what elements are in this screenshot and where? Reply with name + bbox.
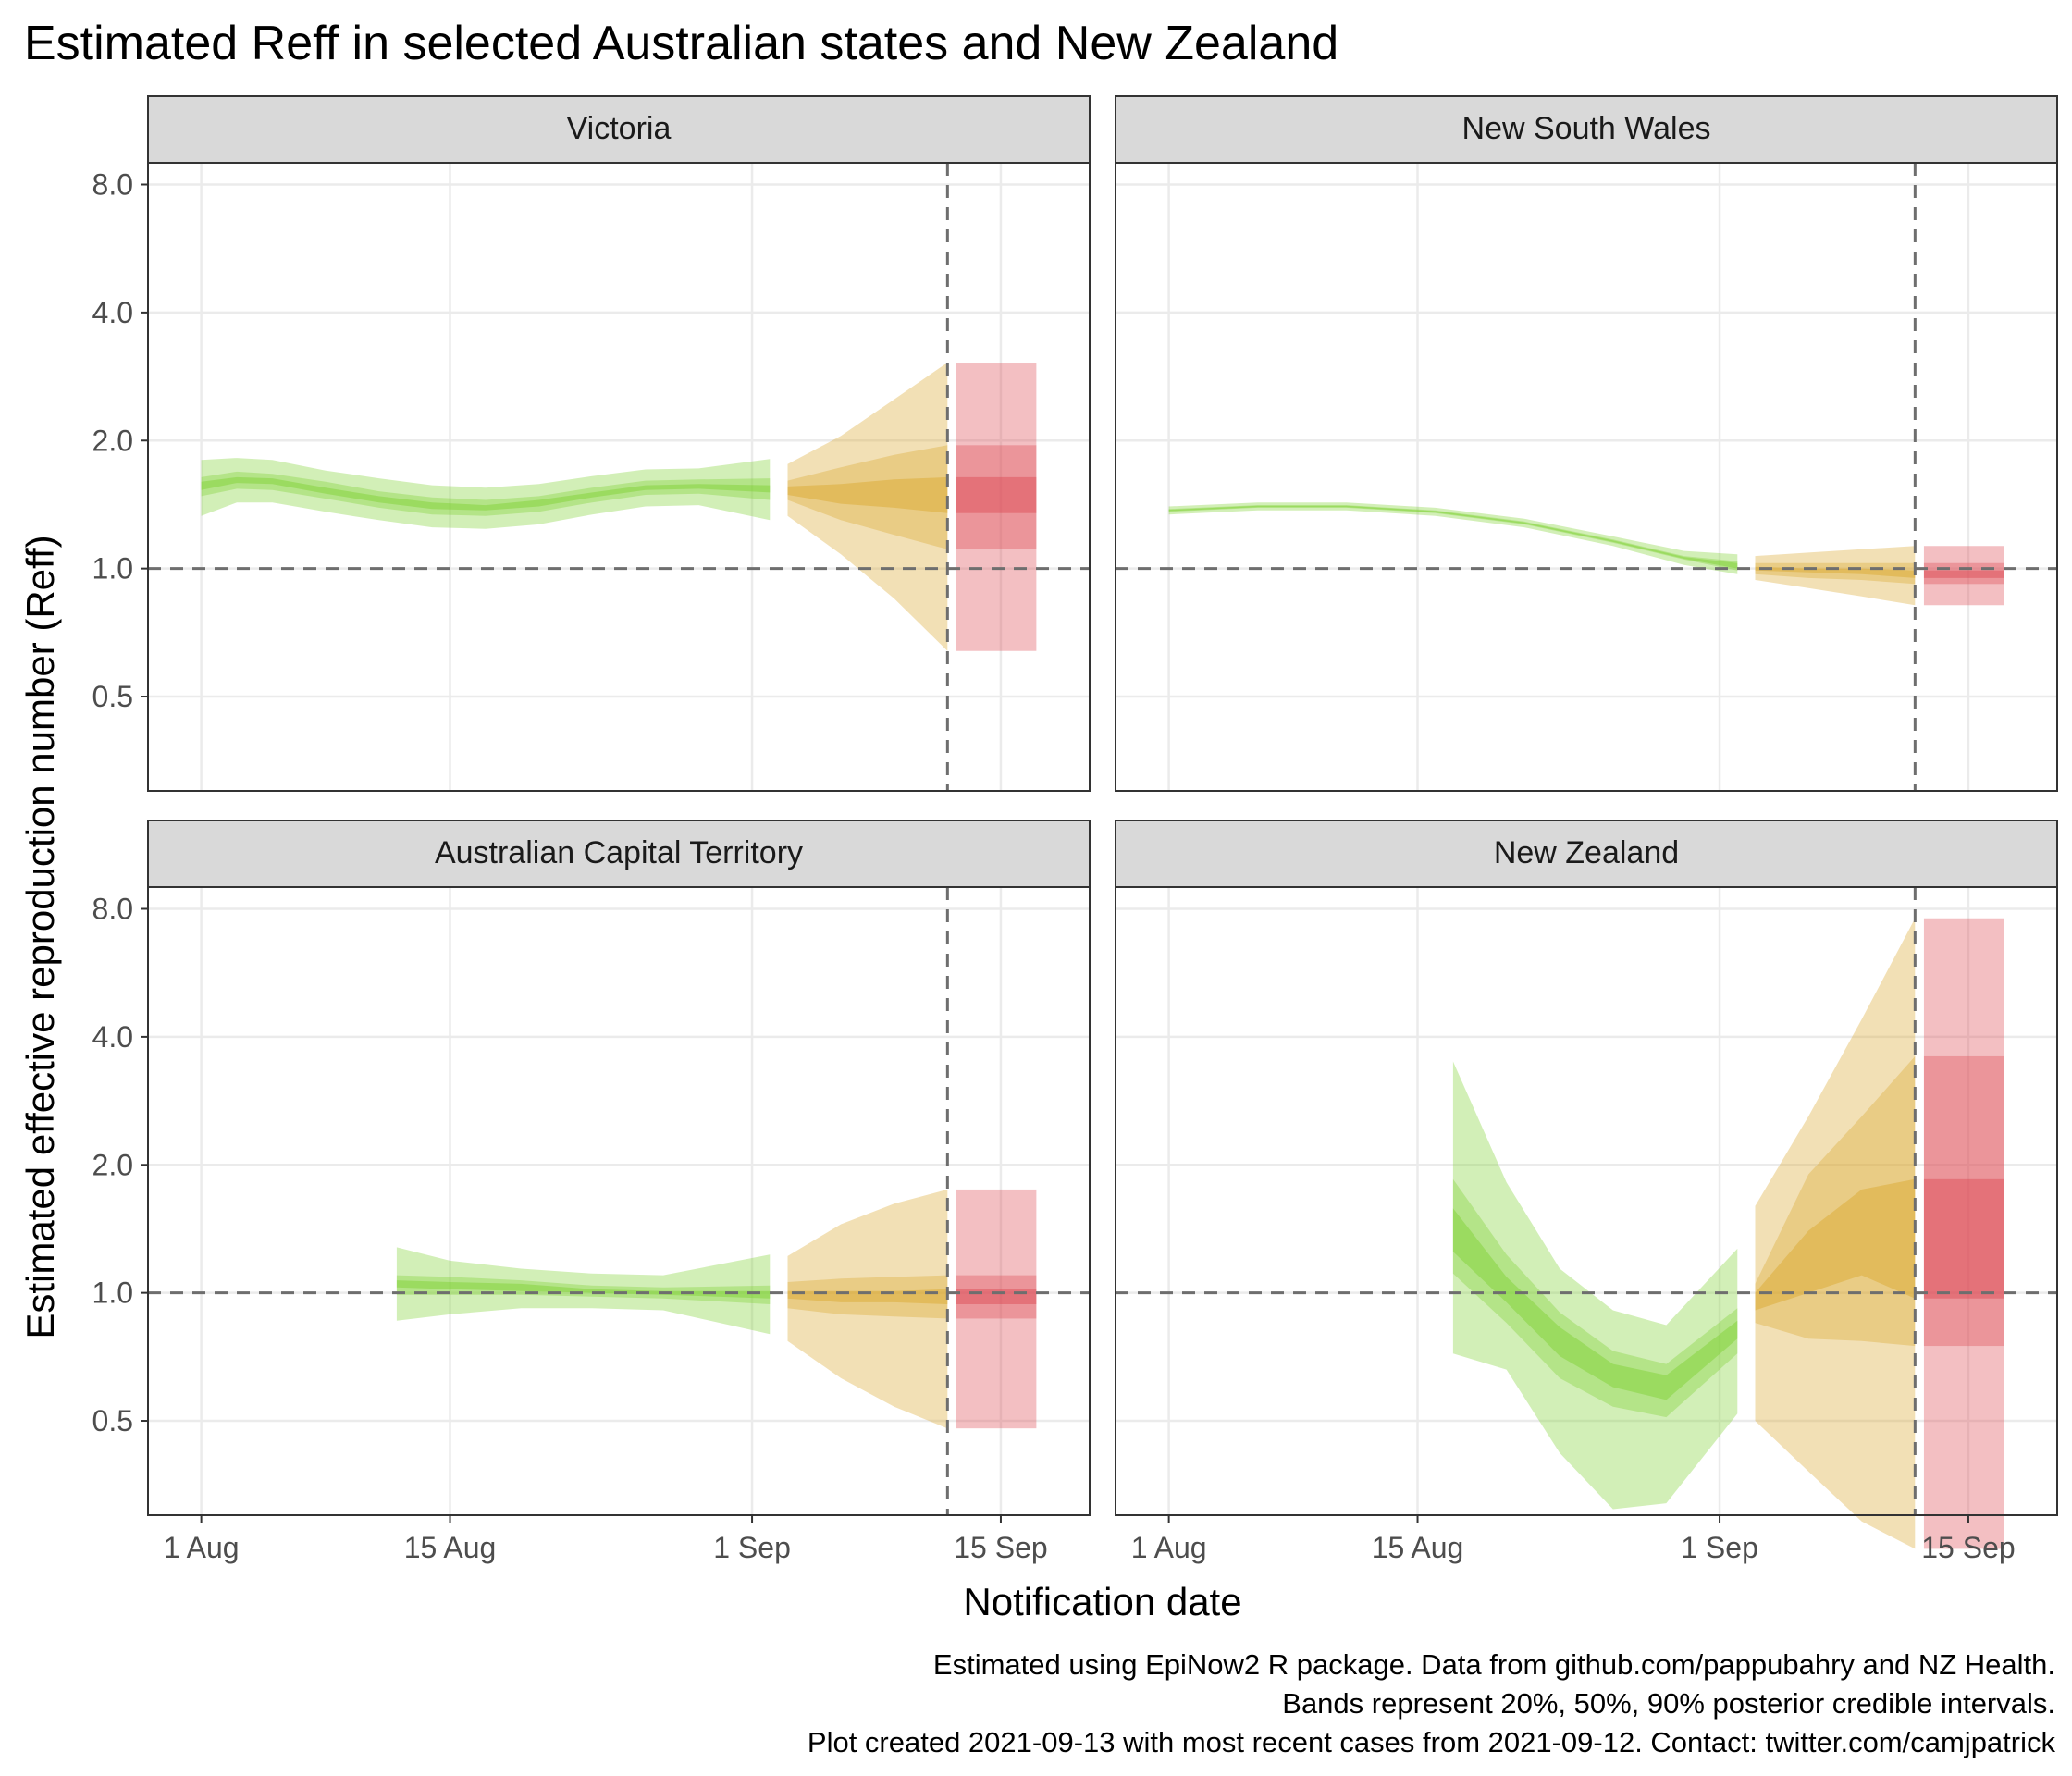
y-tick-label: 0.5 [92, 680, 133, 713]
panel-border [1115, 162, 2058, 792]
x-axis-title: Notification date [963, 1580, 1241, 1623]
strip-label-new-south-wales: New South Wales [1462, 111, 1711, 146]
panel-background [148, 887, 1090, 1515]
caption-line-3: Plot created 2021-09-13 with most recent… [808, 1726, 2056, 1758]
x-tick-label: 15 Sep [954, 1531, 1047, 1564]
partial-estimate-band-20 [1755, 1178, 1916, 1311]
forecast-band-90 [1923, 918, 2004, 1549]
y-tick-label: 2.0 [92, 1148, 133, 1181]
estimate-band-50 [201, 471, 771, 516]
estimate-band-50 [1452, 1178, 1738, 1418]
forecast-band-50 [956, 445, 1037, 549]
caption-line-2: Bands represent 20%, 50%, 90% posterior … [1282, 1687, 2055, 1720]
forecast-band-50 [956, 1275, 1037, 1319]
y-tick-label: 2.0 [92, 424, 133, 457]
estimate-band-90 [201, 458, 771, 529]
estimate-band-20 [396, 1280, 771, 1299]
partial-estimate-band-90 [787, 1189, 948, 1429]
panel-border [147, 162, 1091, 792]
strip-label-australian-capital-territory: Australian Capital Territory [435, 835, 803, 870]
panel-background [148, 163, 1090, 791]
y-tick-label: 1.0 [92, 1276, 133, 1310]
y-tick-label: 8.0 [92, 168, 133, 202]
facet-panels: Victoria 0.5 1.0 2.0 4.0 8.0 New South Wales Au… [92, 95, 2058, 1564]
estimate-band-20 [1452, 1208, 1738, 1400]
panel-new-zealand: New Zealand 1 Aug 15 Aug 1 Sep 15 Sep [1115, 820, 2058, 1564]
x-tick-label: 1 Sep [1681, 1531, 1758, 1564]
partial-estimate-band-90 [787, 363, 948, 651]
forecast-band-20 [956, 1289, 1037, 1304]
estimate-band-20 [201, 476, 771, 511]
partial-estimate-band-20 [787, 476, 948, 513]
x-tick-label: 1 Aug [1131, 1531, 1207, 1564]
caption-line-1: Estimated using EpiNow2 R package. Data … [933, 1648, 2055, 1681]
partial-estimate-band-50 [787, 1275, 948, 1319]
forecast-band-90 [956, 1189, 1037, 1429]
estimate-band-90 [1452, 1061, 1738, 1510]
y-tick-label: 8.0 [92, 893, 133, 926]
forecast-band-20 [1923, 1178, 2004, 1299]
x-tick-label: 15 Sep [1921, 1531, 2015, 1564]
partial-estimate-band-50 [1755, 1055, 1916, 1347]
strip-victoria [147, 95, 1091, 164]
estimate-band-50 [396, 1275, 771, 1304]
strip-label-new-zealand: New Zealand [1494, 835, 1679, 870]
estimate-band-90 [1168, 502, 1738, 574]
x-tick-label: 15 Aug [1372, 1531, 1464, 1564]
panel-border [1115, 886, 2058, 1516]
estimate-band-90 [396, 1247, 771, 1335]
forecast-band-50 [1923, 1055, 2004, 1347]
strip-label-victoria: Victoria [567, 111, 672, 146]
strip-australian-capital-territory [147, 820, 1091, 888]
y-tick-label: 1.0 [92, 552, 133, 586]
panel-australian-capital-territory: Australian Capital Territory 0.5 1.0 2.0 4.0… [92, 820, 1091, 1564]
forecast-band-20 [956, 476, 1037, 513]
x-tick-label: 15 Aug [404, 1531, 497, 1564]
x-tick-label: 1 Sep [713, 1531, 791, 1564]
partial-estimate-band-50 [787, 445, 948, 549]
partial-estimate-band-90 [1755, 918, 1916, 1549]
strip-new-south-wales [1115, 95, 2058, 164]
panel-new-south-wales: New South Wales [1115, 95, 2058, 792]
partial-estimate-band-90 [1755, 546, 1916, 606]
y-axis-title: Estimated effective reproduction number … [18, 535, 62, 1338]
panel-background [1116, 163, 2057, 791]
x-tick-label: 1 Aug [164, 1531, 240, 1564]
y-tick-label: 4.0 [92, 296, 133, 329]
forecast-band-90 [956, 363, 1037, 651]
panel-border [147, 886, 1091, 1516]
y-tick-label: 4.0 [92, 1020, 133, 1054]
forecast-band-20 [1923, 570, 2004, 578]
forecast-band-90 [1923, 546, 2004, 606]
panel-victoria: Victoria 0.5 1.0 2.0 4.0 8.0 [92, 95, 1091, 792]
y-tick-label: 0.5 [92, 1404, 133, 1437]
chart-title: Estimated Reff in selected Australian st… [24, 17, 1338, 70]
panel-background [1116, 887, 2057, 1515]
